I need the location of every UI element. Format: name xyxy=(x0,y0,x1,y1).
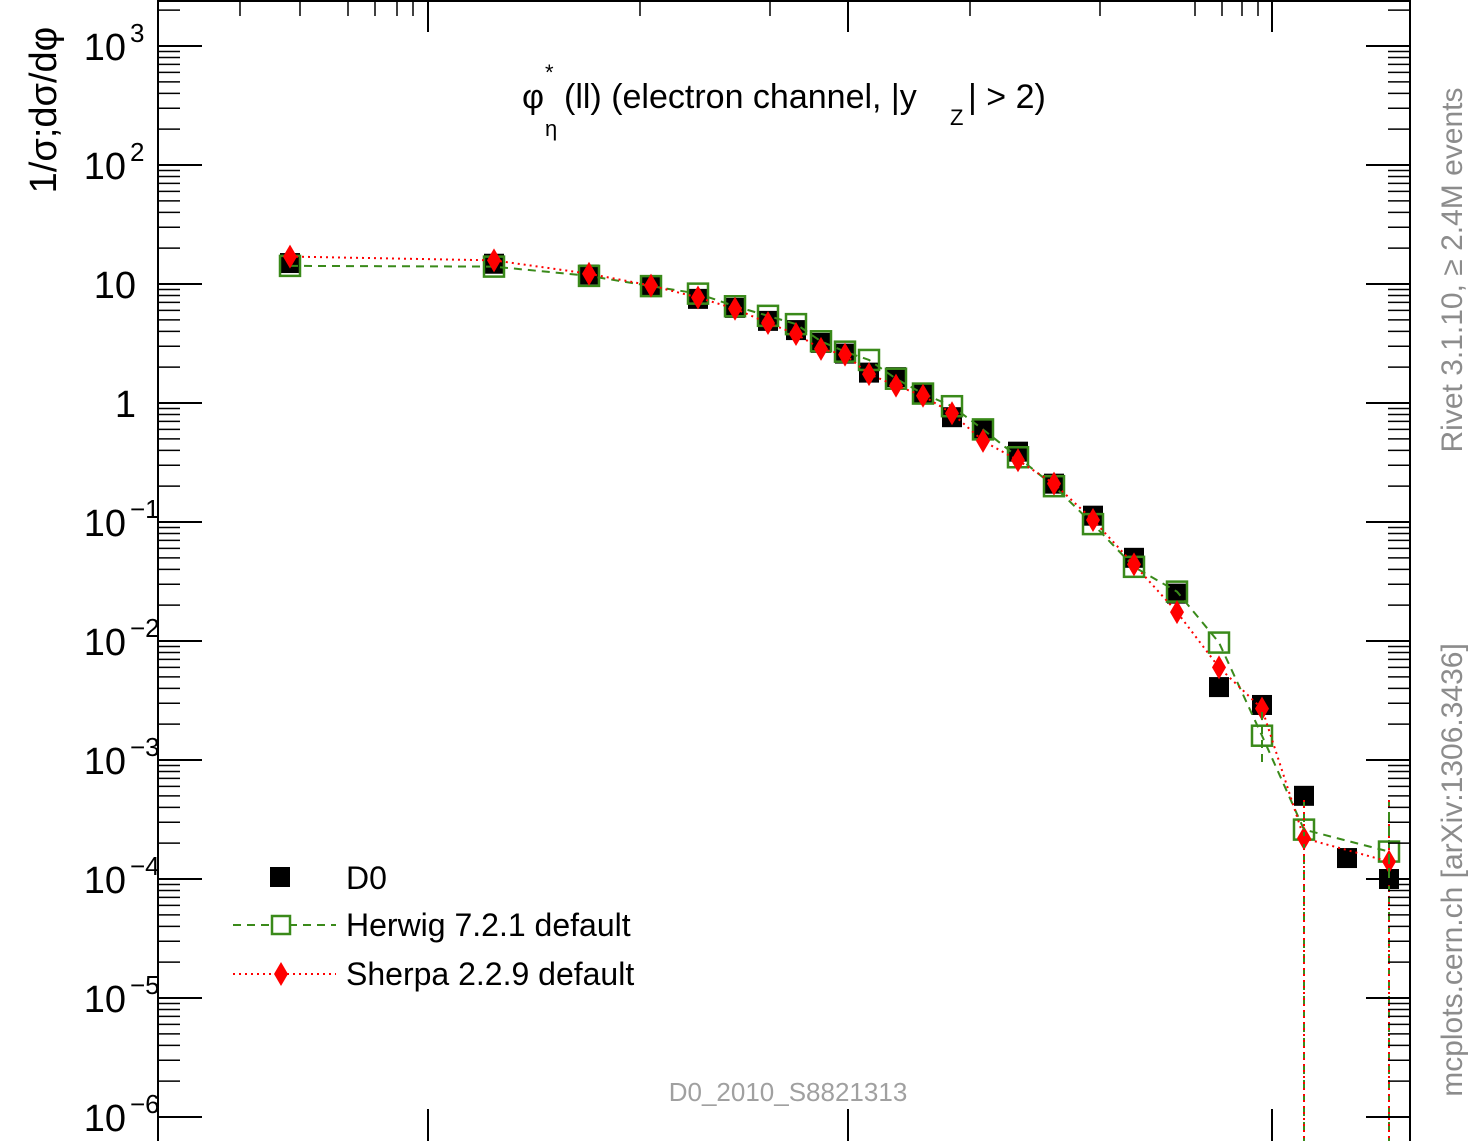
data-point-d0 xyxy=(1294,785,1314,806)
data-point-sherpa xyxy=(283,244,297,269)
plot-annotation: φ * η (ll) (electron channel, |y Z | > 2… xyxy=(522,60,1046,141)
y-axis-title: 1/σ;dσ/dφ xyxy=(23,27,65,194)
legend-marker-sherpa xyxy=(274,962,288,986)
data-point-sherpa xyxy=(1127,552,1141,577)
y-tick-label: 10 xyxy=(84,622,126,664)
y-tick-label: 10 xyxy=(84,146,126,188)
legend-entry-d0: D0 xyxy=(270,860,387,896)
y-tick-label-exponent: −6 xyxy=(130,1089,160,1119)
legend: D0 Herwig 7.2.1 default Sherpa 2.2.9 def… xyxy=(233,860,634,992)
rivet-side-text-group: Rivet 3.1.10, ≥ 2.4M events xyxy=(1436,88,1469,453)
data-point-sherpa xyxy=(862,362,876,387)
y-tick-label-exponent: 3 xyxy=(130,18,144,48)
y-tick-label: 1 xyxy=(115,384,136,426)
annotation-phi: φ xyxy=(522,78,544,116)
data-point-d0 xyxy=(1167,583,1187,604)
data-point-sherpa xyxy=(1255,696,1269,721)
y-tick-label-exponent: 2 xyxy=(130,137,144,167)
y-tick-label: 10 xyxy=(84,1098,126,1140)
legend-label-d0: D0 xyxy=(346,860,387,896)
y-tick-label: 10 xyxy=(84,741,126,783)
y-tick-label-exponent: −3 xyxy=(130,732,160,762)
y-tick-label-exponent: −1 xyxy=(130,494,160,524)
data-point-sherpa xyxy=(789,322,803,347)
annotation-eta: η xyxy=(545,116,557,141)
annotation-text-1: (ll) (electron channel, |y xyxy=(564,78,917,116)
y-tick-label-exponent: −2 xyxy=(130,613,160,643)
data-point-sherpa xyxy=(487,248,501,273)
data-point-sherpa xyxy=(644,273,658,298)
data-point-herwig xyxy=(1207,631,1231,654)
data-point-sherpa xyxy=(814,336,828,361)
data-point-sherpa xyxy=(838,342,852,367)
series-layer xyxy=(278,244,1401,1141)
y-tick-label: 10 xyxy=(84,27,126,69)
y-tick-label: 10 xyxy=(94,265,136,307)
data-point-sherpa xyxy=(1170,600,1184,625)
data-point-sherpa xyxy=(976,428,990,453)
data-point-sherpa xyxy=(1297,826,1311,851)
legend-label-herwig: Herwig 7.2.1 default xyxy=(346,907,631,943)
data-point-sherpa xyxy=(1086,507,1100,532)
data-point-sherpa xyxy=(1047,471,1061,496)
analysis-watermark: D0_2010_S8821313 xyxy=(669,1077,908,1107)
y-tick-label-exponent: −4 xyxy=(130,851,160,881)
annotation-text-2: | > 2) xyxy=(968,78,1046,116)
y-tick-label: 10 xyxy=(84,503,126,545)
data-point-sherpa xyxy=(889,373,903,398)
series-sherpa xyxy=(283,244,1396,874)
legend-marker-d0 xyxy=(270,867,290,887)
data-point-sherpa xyxy=(728,296,742,321)
data-point-sherpa xyxy=(1011,448,1025,473)
y-tick-label: 10 xyxy=(84,979,126,1021)
legend-label-sherpa: Sherpa 2.2.9 default xyxy=(346,956,634,992)
mcplots-side-text: mcplots.cern.ch [arXiv:1306.3436] xyxy=(1436,643,1469,1097)
legend-entry-herwig: Herwig 7.2.1 default xyxy=(233,907,631,943)
annotation-z-sub: Z xyxy=(950,105,963,130)
annotation-star: * xyxy=(545,60,554,85)
data-point-d0 xyxy=(1209,677,1229,698)
data-point-sherpa xyxy=(1212,655,1226,680)
series-line-sherpa xyxy=(289,255,1390,863)
error-bars xyxy=(1261,712,1390,1141)
y-tick-label: 10 xyxy=(84,860,126,902)
legend-marker-herwig xyxy=(270,914,292,936)
plot-frame xyxy=(157,0,1411,1141)
data-point-d0 xyxy=(1337,848,1357,869)
legend-entry-sherpa: Sherpa 2.2.9 default xyxy=(233,956,634,992)
y-tick-label-exponent: −5 xyxy=(130,970,160,1000)
data-point-sherpa xyxy=(945,401,959,426)
data-point-sherpa xyxy=(916,383,930,408)
data-point-sherpa xyxy=(691,285,705,310)
data-point-sherpa xyxy=(761,311,775,336)
mcplots-side-text-group: mcplots.cern.ch [arXiv:1306.3436] xyxy=(1436,643,1469,1097)
y-axis-label: 1/σ;dσ/dφ xyxy=(23,27,65,194)
data-point-sherpa xyxy=(582,261,596,286)
rivet-side-text: Rivet 3.1.10, ≥ 2.4M events xyxy=(1436,88,1469,453)
